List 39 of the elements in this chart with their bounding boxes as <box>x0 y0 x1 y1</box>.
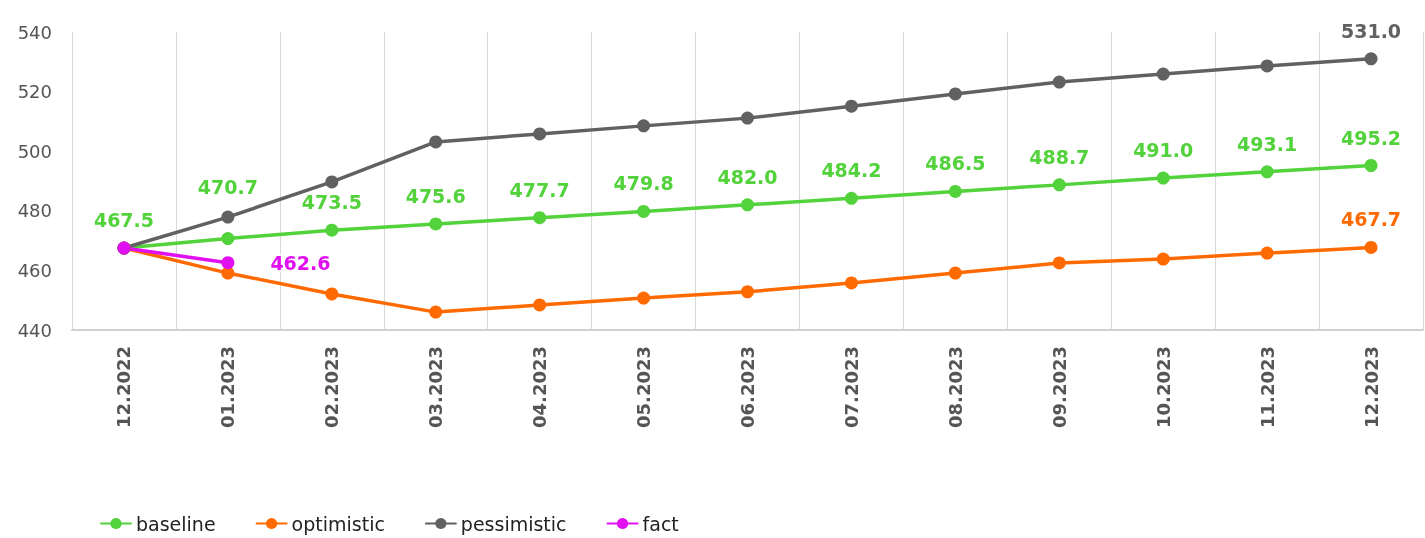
x-tick-label: 07.2023 <box>840 346 862 428</box>
legend-label: pessimistic <box>460 512 567 535</box>
data-label: 493.1 <box>1237 132 1298 155</box>
data-label: 467.5 <box>93 209 155 232</box>
data-label: 495.2 <box>1340 126 1402 149</box>
y-tick-label: 480 <box>17 200 52 222</box>
data-label: 484.2 <box>821 159 882 182</box>
y-tick-label: 460 <box>17 259 52 281</box>
x-tick-label: 08.2023 <box>944 346 966 428</box>
data-label: 486.5 <box>925 152 986 175</box>
data-label: 482.0 <box>717 165 778 188</box>
data-label: 531.0 <box>1340 19 1402 42</box>
x-tick-label: 12.2023 <box>1360 346 1382 428</box>
x-tick-label: 12.2022 <box>113 346 135 428</box>
x-tick-label: 09.2023 <box>1048 346 1070 428</box>
data-label: 479.8 <box>613 172 674 195</box>
x-tick-label: 05.2023 <box>633 346 655 428</box>
x-tick-label: 04.2023 <box>529 346 551 428</box>
y-tick-label: 540 <box>17 21 52 43</box>
x-tick-label: 10.2023 <box>1152 346 1174 428</box>
x-tick-label: 06.2023 <box>737 346 758 428</box>
legend-label: baseline <box>136 512 216 535</box>
data-label: 467.7 <box>1340 208 1402 231</box>
data-label: 488.7 <box>1029 145 1090 168</box>
x-tick-label: 01.2023 <box>217 346 239 428</box>
data-label: 491.0 <box>1133 139 1194 162</box>
x-tick-label: 11.2023 <box>1256 346 1278 428</box>
data-label: 477.7 <box>509 178 570 201</box>
y-tick-label: 440 <box>17 319 52 341</box>
legend-label: fact <box>642 512 679 535</box>
y-tick-label: 500 <box>17 140 52 162</box>
legend-label: optimistic <box>291 512 385 535</box>
y-tick-label: 520 <box>17 81 52 103</box>
x-tick-label: 02.2023 <box>321 346 343 428</box>
data-label: 470.7 <box>197 175 258 198</box>
x-tick-label: 03.2023 <box>425 346 447 428</box>
data-label: 473.5 <box>301 191 362 214</box>
data-label: 462.6 <box>270 251 331 274</box>
data-label: 475.6 <box>405 184 466 207</box>
